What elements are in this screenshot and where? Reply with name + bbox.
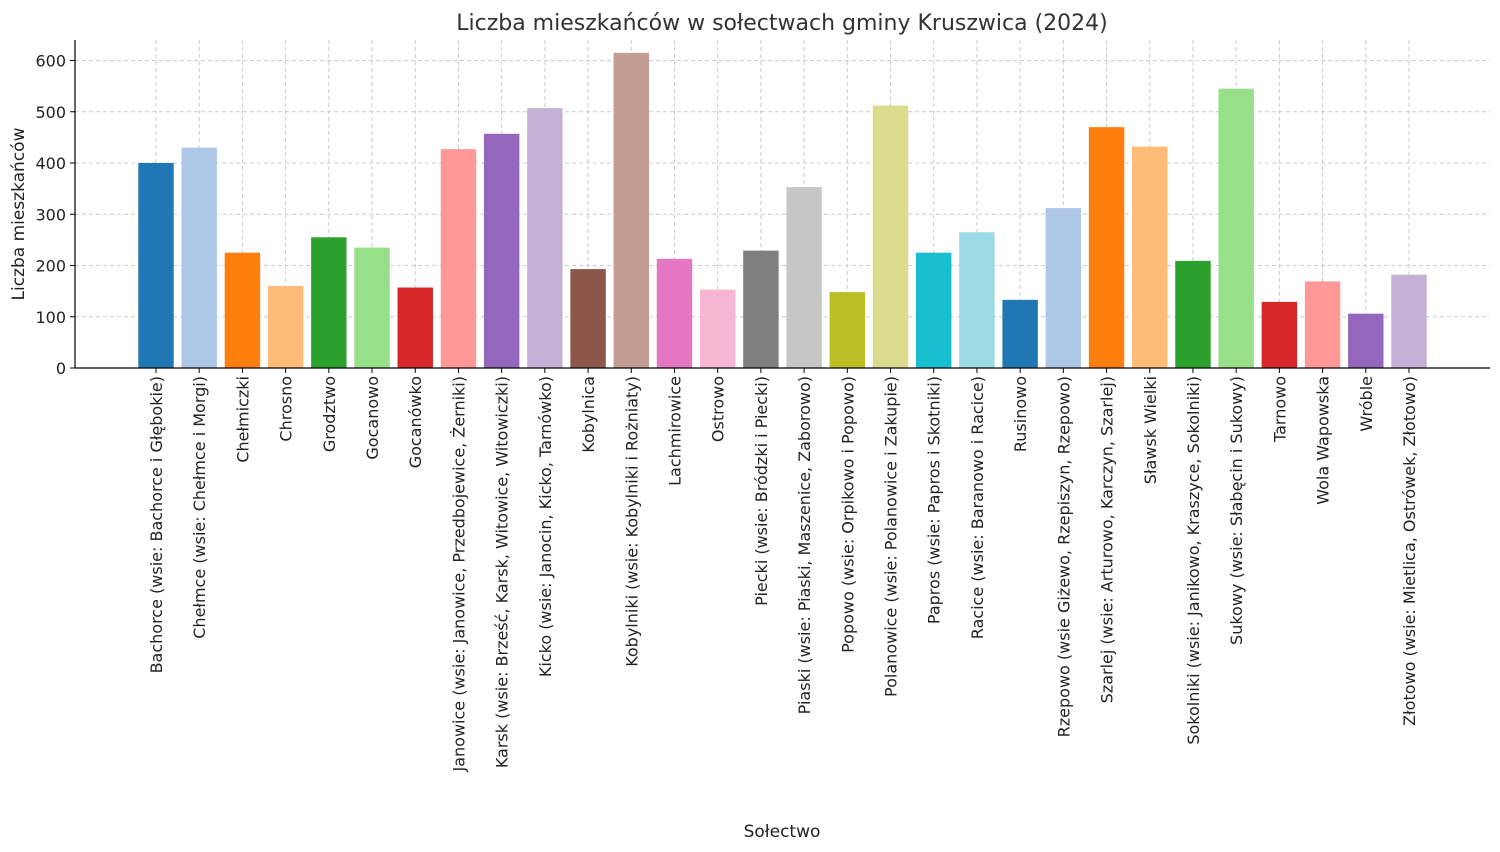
bar bbox=[527, 108, 563, 368]
bar bbox=[483, 133, 520, 368]
bar bbox=[1304, 281, 1341, 368]
bar bbox=[354, 247, 390, 368]
x-tick-label: Popowo (wsie: Orpikowo i Popowo) bbox=[838, 376, 857, 653]
y-tick-label: 500 bbox=[35, 103, 66, 122]
bar bbox=[1002, 299, 1038, 368]
x-tick-label: Lachmirowice bbox=[665, 376, 684, 486]
x-tick-label: Papros (wsie: Papros i Skotniki) bbox=[925, 376, 944, 624]
y-axis-label: Liczba mieszkańców bbox=[9, 127, 29, 300]
bar bbox=[1218, 88, 1254, 368]
x-tick-label: Ostrowo bbox=[709, 376, 728, 442]
bars-layer bbox=[138, 52, 1427, 368]
x-tick-label: Złotowo (wsie: Mietlica, Ostrówek, Złoto… bbox=[1400, 376, 1419, 726]
x-tick-label: Kicko (wsie: Janocin, Kicko, Tarnówko) bbox=[536, 376, 555, 677]
bar bbox=[743, 250, 779, 368]
x-tick-label: Sukowy (wsie: Słabęcin i Sukowy) bbox=[1227, 376, 1246, 645]
bar bbox=[613, 52, 649, 368]
x-tick-label: Kobylnica bbox=[579, 376, 598, 453]
bar bbox=[181, 147, 217, 368]
x-tick-label: Sławsk Wielki bbox=[1141, 376, 1160, 484]
x-tick-label: Chełmce (wsie: Chełmce i Morgi) bbox=[190, 376, 209, 639]
bar bbox=[1045, 208, 1082, 368]
x-tick-label: Kobylniki (wsie: Kobylniki i Rożniaty) bbox=[622, 376, 641, 667]
bar bbox=[1348, 313, 1384, 368]
x-tick-label: Wola Wapowska bbox=[1314, 376, 1333, 505]
bar bbox=[138, 163, 174, 368]
bar bbox=[570, 269, 606, 368]
y-tick-label: 600 bbox=[35, 52, 66, 71]
x-tick-label: Gocanówko bbox=[406, 376, 425, 468]
x-tick-label: Wróble bbox=[1357, 376, 1376, 432]
bar bbox=[1391, 274, 1427, 368]
x-tick-label: Chrosno bbox=[277, 376, 296, 442]
bar bbox=[224, 252, 261, 368]
bar bbox=[440, 149, 477, 368]
y-tick-label: 300 bbox=[35, 205, 66, 224]
x-tick-label: Bachorce (wsie: Bachorce i Głębokie) bbox=[147, 376, 166, 673]
x-tick-label: Sokolniki (wsie: Janikowo, Kraszyce, Sok… bbox=[1184, 376, 1203, 745]
x-axis-label: Sołectwo bbox=[744, 822, 821, 842]
x-tick-label: Polanowice (wsie: Polanowice i Zakupie) bbox=[882, 376, 901, 697]
y-tick-label: 200 bbox=[35, 257, 66, 276]
x-tick-label: Chełmiczki bbox=[233, 376, 252, 463]
x-tick-label: Gocanowo bbox=[363, 376, 382, 460]
bar bbox=[1132, 146, 1168, 368]
bar bbox=[916, 252, 952, 368]
y-tick-label: 400 bbox=[35, 154, 66, 173]
bar bbox=[1261, 301, 1298, 368]
x-tick-label: Piecki (wsie: Bródzki i Piecki) bbox=[752, 376, 771, 606]
y-tick-label: 0 bbox=[56, 359, 66, 378]
x-labels-layer: Bachorce (wsie: Bachorce i Głębokie) Cheł… bbox=[147, 368, 1419, 773]
bar bbox=[397, 287, 433, 368]
x-tick-label: Piaski (wsie: Piaski, Maszenice, Zaborow… bbox=[795, 376, 814, 714]
bar bbox=[311, 237, 347, 368]
chart-title: Liczba mieszkańców w sołectwach gminy Kr… bbox=[456, 11, 1108, 36]
x-tick-label: Karsk (wsie: Brześć, Karsk, Witowice, Wi… bbox=[493, 376, 512, 768]
y-tick-label: 100 bbox=[35, 308, 66, 327]
bar bbox=[829, 292, 866, 368]
x-tick-label: Rusinowo bbox=[1011, 376, 1030, 452]
bar bbox=[1175, 260, 1211, 368]
axes-layer bbox=[74, 40, 1490, 369]
x-tick-label: Tarnowo bbox=[1270, 376, 1289, 443]
bar bbox=[1088, 127, 1125, 368]
x-tick-label: Janowice (wsie: Janowice, Przedbojewice,… bbox=[449, 376, 468, 773]
y-ticks-layer: 0 100 200 300 400 500 600 bbox=[35, 52, 75, 378]
bar bbox=[959, 232, 995, 368]
x-tick-label: Grodztwo bbox=[320, 376, 339, 452]
bar bbox=[872, 105, 909, 368]
bar bbox=[786, 187, 822, 368]
bar bbox=[699, 289, 736, 368]
bar bbox=[656, 258, 693, 368]
x-tick-label: Rzepowo (wsie Giżewo, Rzepiszyn, Rzepowo… bbox=[1054, 376, 1073, 737]
x-tick-label: Szarlej (wsie: Arturowo, Karczyn, Szarle… bbox=[1098, 376, 1117, 703]
bar bbox=[267, 286, 304, 368]
x-tick-label: Racice (wsie: Baranowo i Racice) bbox=[968, 376, 987, 639]
